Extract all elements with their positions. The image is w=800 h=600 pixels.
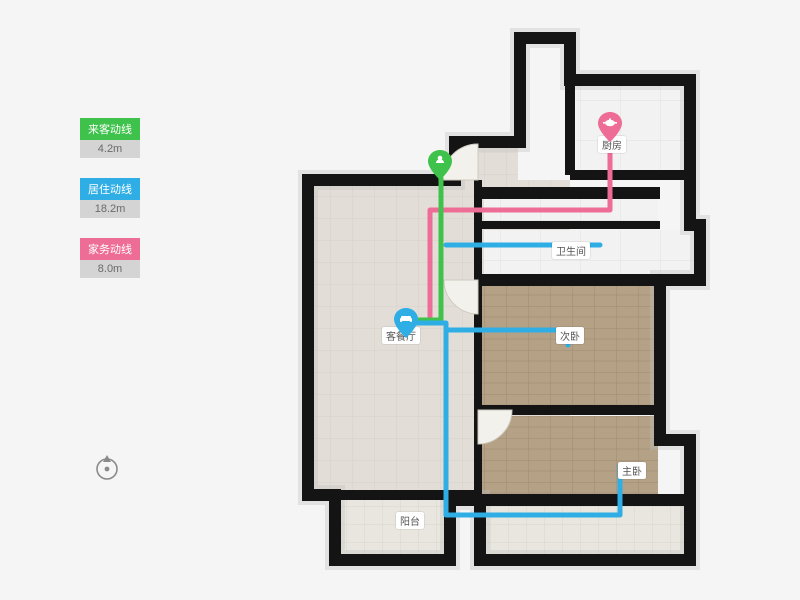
room-label: 阳台: [396, 512, 424, 529]
legend-value: 4.2m: [80, 140, 140, 158]
legend-label: 来客动线: [80, 118, 140, 140]
legend-item-chore: 家务动线 8.0m: [80, 238, 150, 278]
legend-label: 居住动线: [80, 178, 140, 200]
room-label: 卫生间: [552, 242, 590, 259]
legend: 来客动线 4.2m 居住动线 18.2m 家务动线 8.0m: [80, 118, 150, 298]
legend-item-visitor: 来客动线 4.2m: [80, 118, 150, 158]
living-marker-icon: [394, 308, 418, 338]
legend-value: 18.2m: [80, 200, 140, 218]
kitchen-marker-icon: [598, 112, 622, 142]
floorplan-diagram: 厨房卫生间次卧客餐厅主卧阳台: [220, 20, 720, 580]
entry-marker-icon: [428, 150, 452, 180]
legend-label: 家务动线: [80, 238, 140, 260]
legend-item-resident: 居住动线 18.2m: [80, 178, 150, 218]
room-label: 次卧: [556, 327, 584, 344]
legend-value: 8.0m: [80, 260, 140, 278]
compass-icon: [92, 452, 122, 482]
room-label: 主卧: [618, 462, 646, 479]
